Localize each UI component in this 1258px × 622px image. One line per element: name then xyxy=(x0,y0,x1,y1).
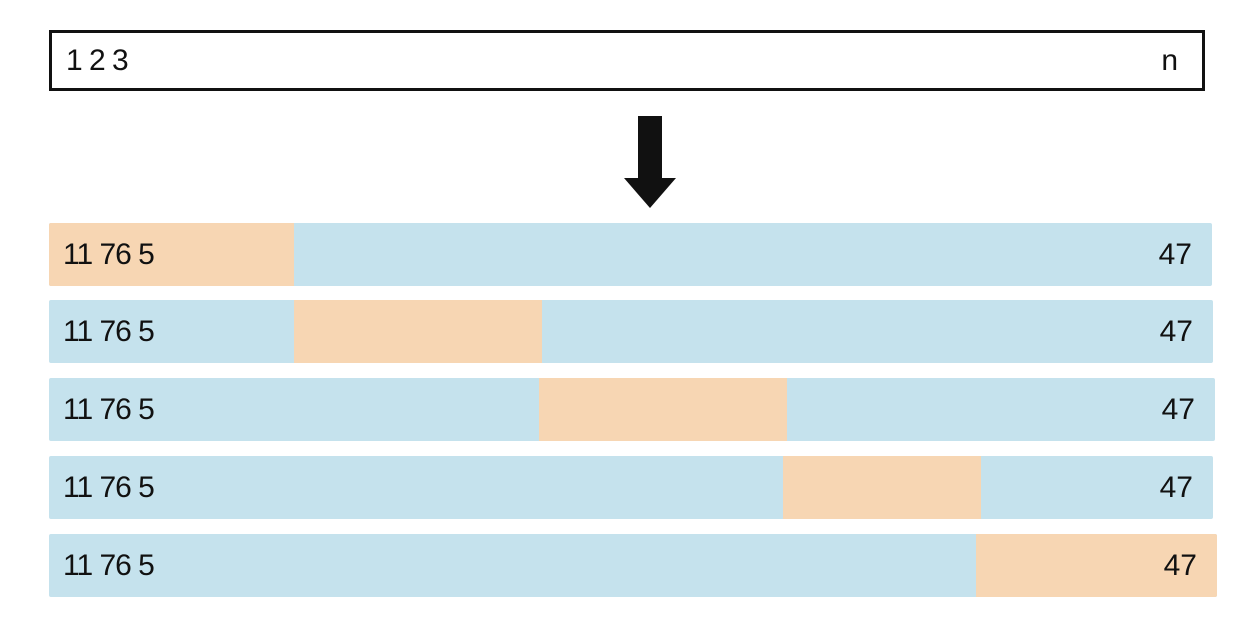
row-start-label: 11 76 5 xyxy=(63,314,155,348)
fold-row-1: 11 76 5 47 xyxy=(49,223,1212,286)
row-end-label: 47 xyxy=(1161,392,1195,426)
fold-row-5: 11 76 5 47 xyxy=(49,534,1217,597)
highlight-segment-5 xyxy=(976,534,1217,597)
arrow-shaft xyxy=(638,116,662,178)
row-end-label: 47 xyxy=(1158,237,1192,271)
highlight-segment-1 xyxy=(49,223,294,286)
arrow-head xyxy=(624,178,676,208)
highlight-segment-3 xyxy=(539,378,787,441)
row-start-label: 11 76 5 xyxy=(63,470,155,504)
down-arrow-icon xyxy=(624,116,676,208)
row-start-label: 11 76 5 xyxy=(63,548,155,582)
fold-row-3: 11 76 5 47 xyxy=(49,378,1215,441)
fold-row-2: 11 76 5 47 xyxy=(49,300,1213,363)
source-end-label: n xyxy=(1161,43,1178,77)
source-sequence-box: 1 2 3 n xyxy=(49,30,1205,91)
row-end-label: 47 xyxy=(1159,470,1193,504)
row-end-label: 47 xyxy=(1163,548,1197,582)
source-start-label: 1 2 3 xyxy=(66,43,129,77)
highlight-segment-2 xyxy=(294,300,542,363)
row-end-label: 47 xyxy=(1159,314,1193,348)
row-start-label: 11 76 5 xyxy=(63,237,155,271)
fold-row-4: 11 76 5 47 xyxy=(49,456,1213,519)
highlight-segment-4 xyxy=(783,456,981,519)
row-start-label: 11 76 5 xyxy=(63,392,155,426)
